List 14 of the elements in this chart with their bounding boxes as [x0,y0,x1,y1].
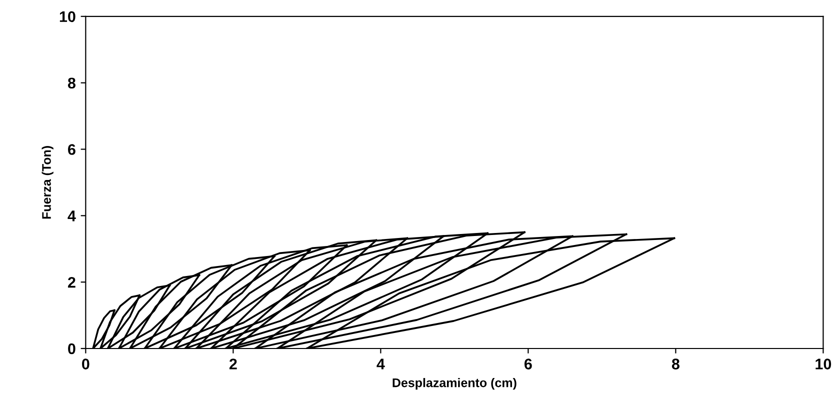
x-tick-label: 6 [524,358,532,370]
x-tick-label: 0 [82,358,90,370]
x-tick-label: 8 [672,358,680,370]
x-axis-title: Desplazamiento (cm) [392,378,516,390]
x-tick-label: 4 [376,358,385,370]
y-axis-title: Fuerza (Ton) [42,146,54,219]
y-tick-label: 0 [68,343,76,354]
y-tick-label: 2 [68,276,76,288]
y-tick-label: 4 [68,210,76,222]
x-tick-label: 2 [229,358,237,370]
x-tick-label: 10 [816,358,832,370]
y-tick-label: 8 [68,78,76,89]
y-tick-label: 10 [60,11,76,22]
y-tick-label: 6 [68,144,76,155]
